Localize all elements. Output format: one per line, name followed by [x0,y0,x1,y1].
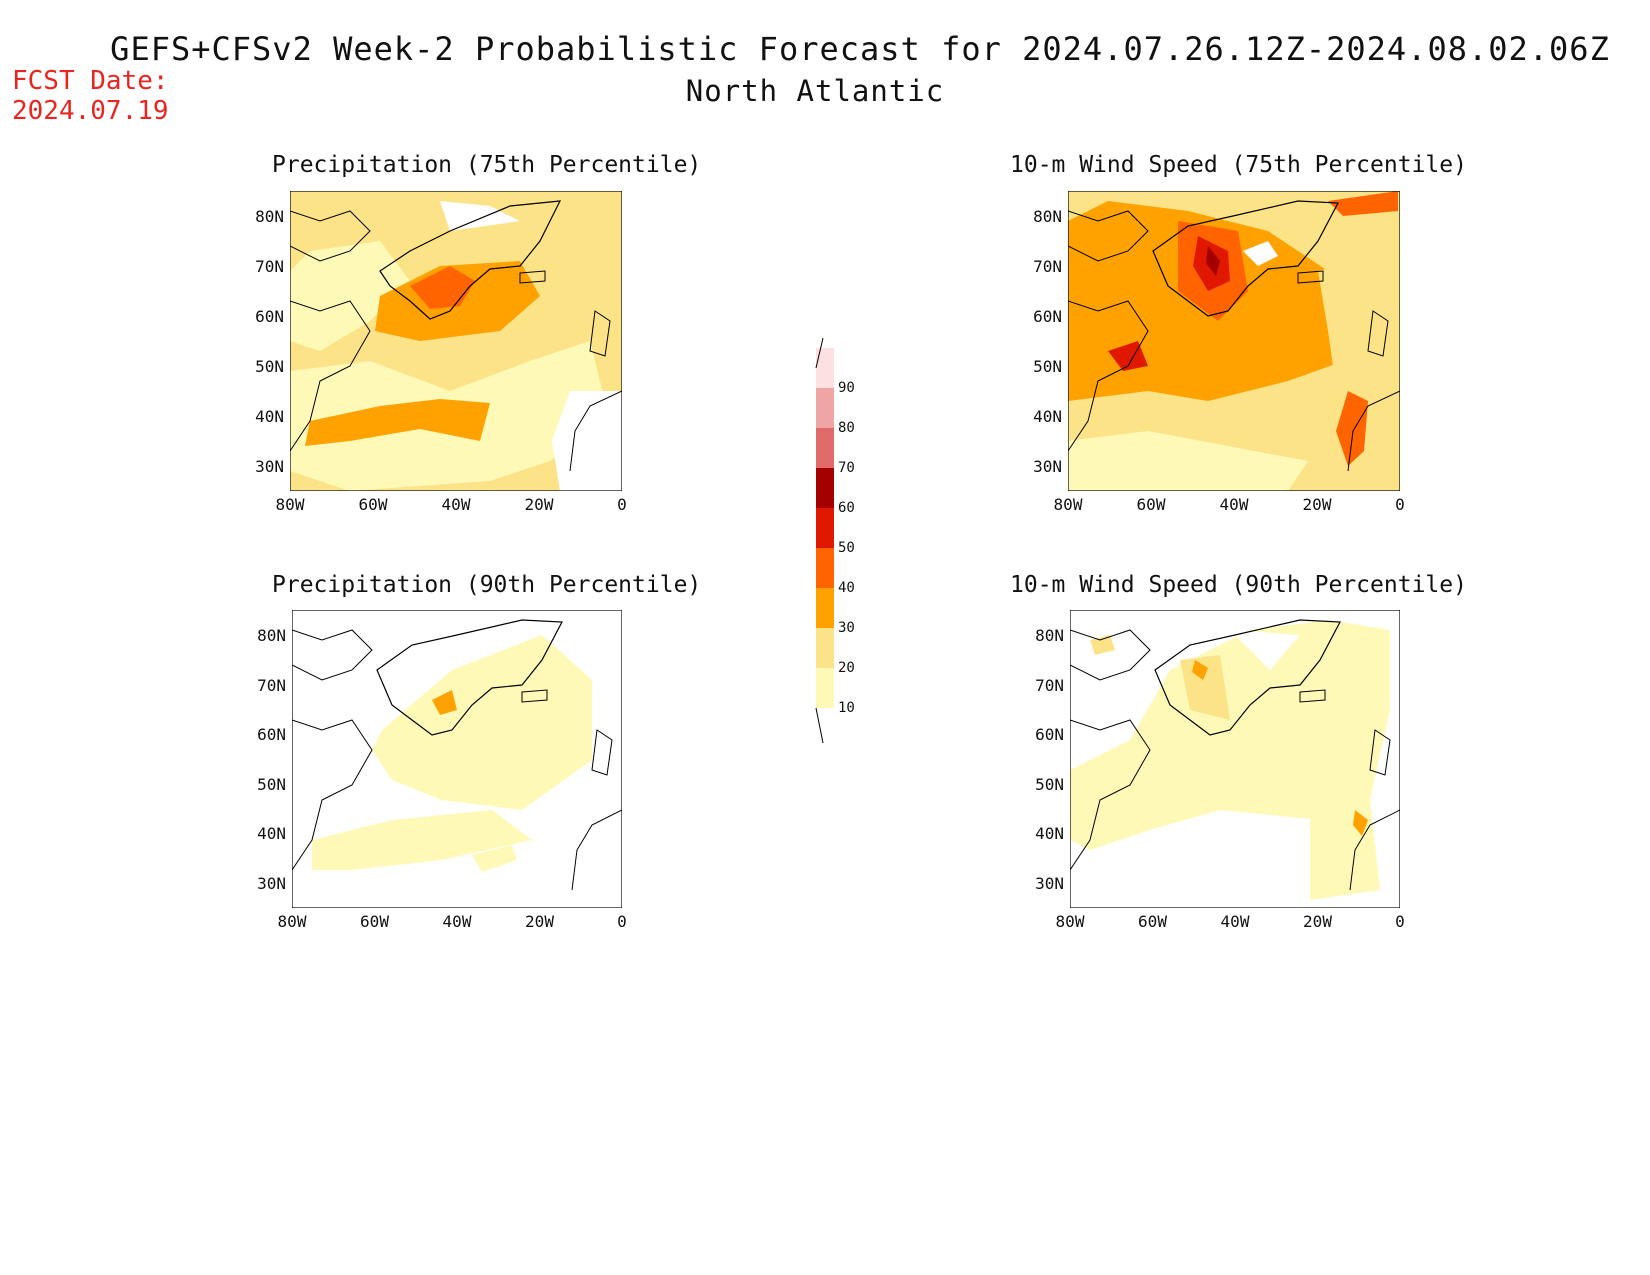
lat-tick-label: 30N [1033,457,1062,476]
lat-tick-label: 50N [255,357,284,376]
lat-tick-label: 40N [255,407,284,426]
colorbar-tick-label: 70 [838,460,855,476]
lat-tick-label: 60N [1033,307,1062,326]
lat-tick-label: 80N [1033,207,1062,226]
lon-tick-label: 20W [525,912,554,931]
lat-tick-label: 30N [257,874,286,893]
lon-tick-label: 40W [1220,912,1250,931]
panel-title-wind-75: 10-m Wind Speed (75th Percentile) [1010,152,1467,178]
colorbar-tick-label: 10 [838,700,855,716]
colorbar-box [816,628,834,668]
lat-tick-label: 30N [255,457,284,476]
lon-tick-label: 20W [524,495,554,514]
lat-tick-label: 40N [1033,407,1062,426]
lat-tick-label: 40N [1035,824,1064,844]
lon-tick-label: 40W [441,495,471,514]
colorbar-box [816,468,834,508]
colorbar-tick-label: 60 [838,500,855,516]
lon-tick-label: 0 [617,912,627,931]
colorbar-tick-label: 80 [838,420,855,436]
colorbar-tick-label: 90 [838,380,855,396]
colorbar-box [816,668,834,708]
lon-tick-label: 0 [1395,912,1405,931]
panel-title-precip-90: Precipitation (90th Percentile) [272,572,702,598]
lon-tick-label: 60W [360,912,389,931]
colorbar-tick-label: 40 [838,580,855,596]
lon-tick-label: 80W [1055,912,1085,931]
lat-tick-label: 50N [257,774,286,794]
map-precip-90 [292,610,622,908]
colorbar-box [816,388,834,428]
lat-tick-label: 70N [255,257,284,276]
lon-tick-label: 40W [1219,495,1249,514]
region-title: North Atlantic [685,74,945,108]
lat-tick-label: 40N [257,824,286,844]
lat-tick-label: 50N [1033,357,1062,376]
colorbar-box [816,348,834,388]
lon-tick-label: 80W [277,912,307,931]
colorbar-box [816,588,834,628]
panel-title-wind-90: 10-m Wind Speed (90th Percentile) [1010,572,1467,598]
lat-tick-label: 60N [1035,725,1064,745]
fcst-date-value: 2024.07.19 [12,96,169,126]
panel-title-precip-75: Precipitation (75th Percentile) [272,152,702,178]
lon-tick-label: 60W [1138,912,1167,931]
fcst-date-label: FCST Date: [12,66,169,96]
colorbar-tick-label: 30 [838,620,855,636]
colorbar-box [816,548,834,588]
lat-tick-label: 70N [257,675,286,695]
lat-tick-label: 30N [1035,874,1064,893]
lat-tick-label: 70N [1033,257,1062,276]
lat-tick-label: 60N [255,307,284,326]
colorbar-box [816,428,834,468]
colorbar-tick-label: 20 [838,660,855,676]
lon-tick-label: 20W [1302,495,1332,514]
map-wind-90 [1070,610,1400,908]
lat-tick-label: 80N [1035,626,1064,645]
colorbar [815,338,834,744]
lon-tick-label: 20W [1303,912,1332,931]
lat-tick-label: 50N [1035,774,1064,794]
lon-tick-label: 60W [358,495,388,514]
lon-tick-label: 80W [275,495,305,514]
lon-tick-label: 80W [1053,495,1083,514]
lon-tick-label: 0 [1395,495,1405,514]
lat-tick-label: 80N [257,626,286,645]
lat-tick-label: 70N [1035,675,1064,695]
lon-tick-label: 40W [442,912,472,931]
main-title: GEFS+CFSv2 Week-2 Probabilistic Forecast… [110,30,1610,68]
colorbar-tick-label: 50 [838,540,855,556]
lon-tick-label: 60W [1136,495,1166,514]
map-precip-75 [290,191,622,491]
lon-tick-label: 0 [617,495,627,514]
lat-tick-label: 60N [257,725,286,745]
map-wind-75 [1068,191,1400,491]
colorbar-box [816,508,834,548]
lat-tick-label: 80N [255,207,284,226]
